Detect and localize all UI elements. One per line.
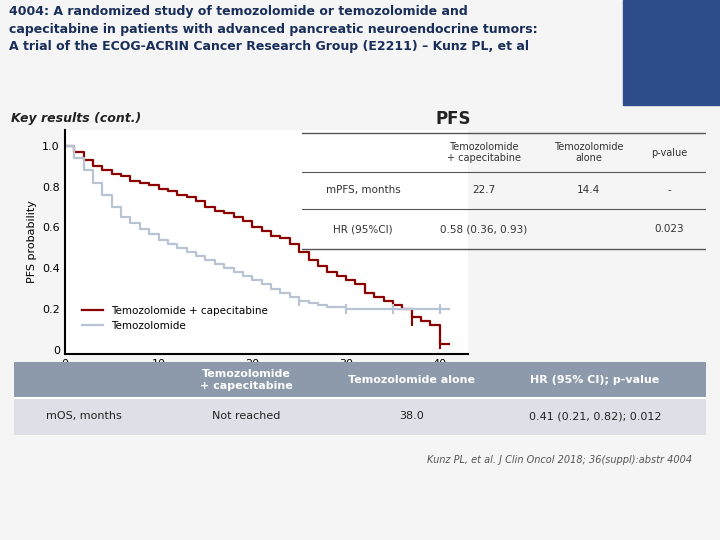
Text: mOS, months: mOS, months [45, 411, 122, 422]
Text: 38.0: 38.0 [400, 411, 424, 422]
Text: HR (95%CI): HR (95%CI) [333, 224, 392, 234]
Legend: Temozolomide + capecitabine, Temozolomide: Temozolomide + capecitabine, Temozolomid… [78, 301, 272, 335]
Text: Not reached: Not reached [212, 411, 280, 422]
Text: -: - [667, 185, 671, 195]
Bar [623, 0, 720, 105]
Text: 4004: A randomized study of temozolomide or temozolomide and
capecitabine in pat: 4004: A randomized study of temozolomide… [9, 5, 537, 53]
Text: Temozolomide
+ capecitabine: Temozolomide + capecitabine [447, 142, 521, 164]
Text: 0.41 (0.21, 0.82); 0.012: 0.41 (0.21, 0.82); 0.012 [528, 411, 661, 422]
Text: Temozolomide
+ capecitabine: Temozolomide + capecitabine [199, 369, 292, 391]
Text: mPFS, months: mPFS, months [325, 185, 400, 195]
Bar [14, 399, 706, 435]
Bar [14, 362, 706, 399]
Text: Temozolomide alone: Temozolomide alone [348, 375, 475, 385]
Text: Temozolomide
alone: Temozolomide alone [554, 142, 624, 164]
Text: 0.58 (0.36, 0.93): 0.58 (0.36, 0.93) [440, 224, 528, 234]
X-axis label: Months: Months [245, 374, 288, 387]
Text: PFS: PFS [435, 110, 471, 129]
Y-axis label: PFS probability: PFS probability [27, 200, 37, 283]
Text: p-value: p-value [651, 147, 688, 158]
Text: 22.7: 22.7 [472, 185, 495, 195]
Text: 0.023: 0.023 [654, 224, 684, 234]
Text: 14.4: 14.4 [577, 185, 600, 195]
Text: HR (95% CI); p-value: HR (95% CI); p-value [531, 375, 660, 385]
Text: Key results (cont.): Key results (cont.) [11, 112, 141, 125]
Text: Kunz PL, et al. J Clin Oncol 2018; 36(suppl):abstr 4004: Kunz PL, et al. J Clin Oncol 2018; 36(su… [426, 455, 692, 465]
